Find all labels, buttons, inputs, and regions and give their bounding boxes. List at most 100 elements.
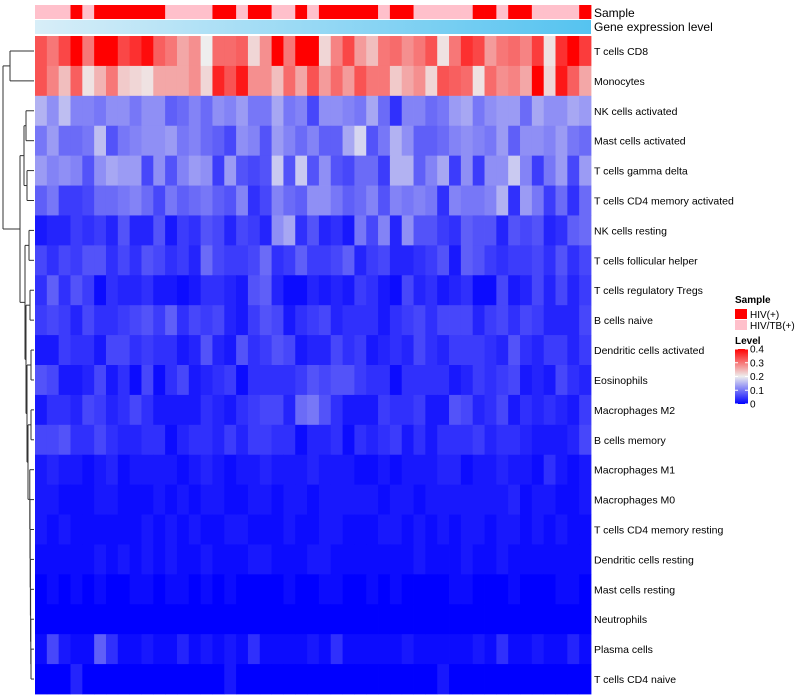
- heatmap-cell: [307, 36, 320, 67]
- heatmap-cell: [129, 125, 142, 157]
- heatmap-cell: [35, 514, 48, 545]
- heatmap-cell: [35, 574, 48, 605]
- heatmap-cell: [354, 95, 367, 127]
- heatmap-cell: [283, 36, 296, 67]
- legend-level-label: 0.2: [750, 372, 764, 383]
- heatmap-cell: [449, 275, 462, 306]
- heatmap-cell: [401, 245, 414, 276]
- heatmap-cell: [520, 155, 533, 186]
- heatmap-cell: [484, 36, 497, 67]
- heatmap-cell: [555, 454, 568, 486]
- heatmap-cell: [153, 65, 166, 97]
- heatmap-cell: [496, 125, 509, 157]
- heatmap-cell: [94, 215, 107, 246]
- heatmap-cell: [354, 335, 367, 366]
- heatmap-cell: [378, 574, 391, 605]
- heatmap-cell: [342, 574, 355, 605]
- heatmap-cell: [579, 484, 592, 515]
- heatmap-cell: [247, 664, 261, 695]
- heatmap-cell: [283, 604, 296, 635]
- heatmap-cell: [378, 185, 391, 216]
- heatmap-cell: [212, 634, 225, 665]
- heatmap-cell: [531, 574, 545, 605]
- row-label: Eosinophils: [594, 375, 648, 387]
- heatmap-cell: [141, 305, 154, 336]
- sample-annotation-cell: [531, 5, 545, 19]
- heatmap-cell: [58, 125, 71, 157]
- heatmap-cell: [366, 394, 379, 426]
- heatmap-cell: [153, 484, 166, 515]
- heatmap-cell: [401, 454, 414, 486]
- heatmap-cell: [354, 125, 367, 157]
- heatmap-cell: [271, 604, 284, 635]
- heatmap-cell: [531, 245, 545, 276]
- heatmap-cell: [153, 275, 166, 306]
- heatmap-cell: [437, 95, 450, 127]
- heatmap-cell: [508, 664, 521, 695]
- heatmap-cell: [117, 36, 131, 67]
- heatmap-cell: [342, 305, 355, 336]
- heatmap-cell: [330, 514, 343, 545]
- heatmap-cell: [200, 335, 213, 366]
- heatmap-cell: [46, 95, 60, 127]
- heatmap-cell: [484, 155, 497, 186]
- sample-annotation-cell: [212, 5, 225, 19]
- heatmap-cell: [247, 424, 261, 456]
- heatmap-cell: [271, 215, 284, 246]
- heatmap-cell: [141, 394, 154, 426]
- heatmap-cell: [520, 574, 533, 605]
- heatmap-cell: [579, 155, 592, 186]
- heatmap-cell: [188, 394, 202, 426]
- heatmap-cell: [567, 215, 580, 246]
- heatmap-cell: [129, 454, 142, 486]
- heatmap-cell: [342, 454, 355, 486]
- heatmap-cell: [318, 394, 332, 426]
- heatmap-cell: [425, 36, 438, 67]
- heatmap-cell: [58, 335, 71, 366]
- heatmap-cell: [82, 514, 95, 545]
- heatmap-cell: [449, 335, 462, 366]
- heatmap-cell: [401, 484, 414, 515]
- heatmap-cell: [165, 484, 178, 515]
- heatmap-cell: [224, 275, 237, 306]
- heatmap-cell: [165, 245, 178, 276]
- sample-annotation-cell: [496, 5, 509, 19]
- heatmap-cell: [460, 365, 474, 396]
- heatmap-cell: [224, 394, 237, 426]
- heatmap-cell: [484, 95, 497, 127]
- heatmap-cell: [318, 215, 332, 246]
- heatmap-cell: [579, 215, 592, 246]
- heatmap-cell: [579, 574, 592, 605]
- heatmap-cell: [389, 335, 403, 366]
- heatmap-cell: [58, 484, 71, 515]
- heatmap-cell: [212, 155, 225, 186]
- heatmap-cell: [176, 245, 190, 276]
- heatmap-cell: [425, 454, 438, 486]
- heatmap-cell: [165, 424, 178, 456]
- heatmap-cell: [531, 394, 545, 426]
- sample-annotation-cell: [543, 5, 556, 19]
- heatmap-cell: [449, 36, 462, 67]
- heatmap-cell: [389, 484, 403, 515]
- heatmap-cell: [141, 514, 154, 545]
- heatmap-cell: [82, 335, 95, 366]
- heatmap-cell: [543, 155, 556, 186]
- heatmap-cell: [236, 185, 249, 216]
- heatmap-cell: [35, 365, 48, 396]
- heatmap-cell: [472, 365, 485, 396]
- heatmap-cell: [247, 185, 261, 216]
- heatmap-cell: [508, 544, 521, 575]
- heatmap-cell: [413, 155, 426, 186]
- heatmap-cell: [318, 604, 332, 635]
- heatmap-cell: [259, 36, 272, 67]
- heatmap-cell: [35, 544, 48, 575]
- heatmap-cell: [460, 305, 474, 336]
- heatmap-cell: [579, 95, 592, 127]
- heatmap-cell: [508, 36, 521, 67]
- heatmap-cell: [283, 65, 296, 97]
- heatmap-cell: [165, 365, 178, 396]
- heatmap-cell: [105, 65, 119, 97]
- heatmap-cell: [330, 95, 343, 127]
- heatmap-cell: [200, 514, 213, 545]
- heatmap-cell: [389, 305, 403, 336]
